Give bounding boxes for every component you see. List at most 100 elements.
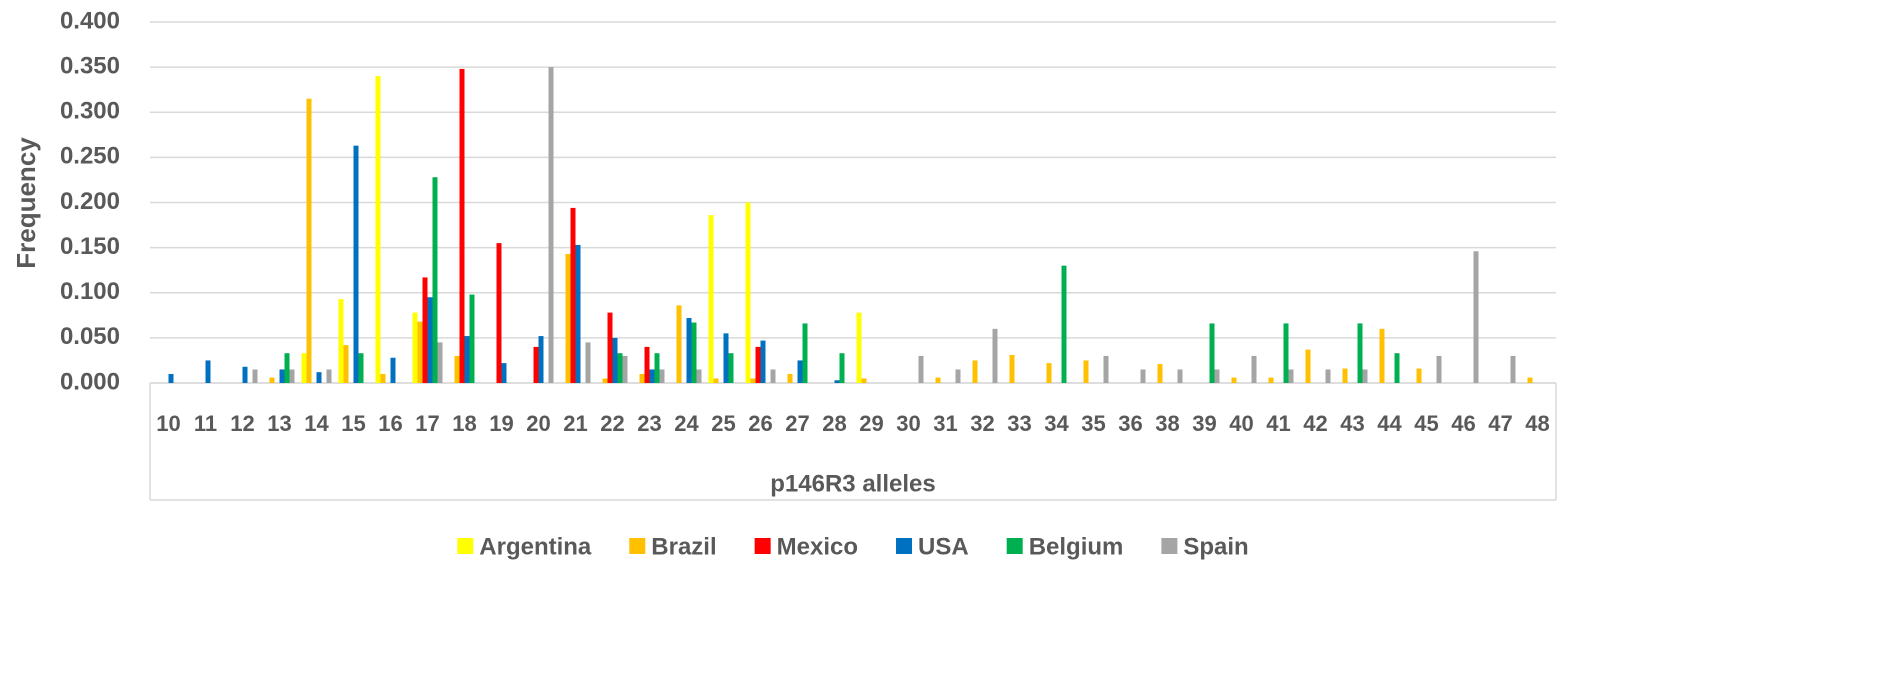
x-tick-label: 46 bbox=[1451, 411, 1475, 436]
bar bbox=[353, 145, 359, 383]
bar bbox=[469, 294, 475, 383]
x-tick-label: 13 bbox=[267, 411, 291, 436]
legend-label: Mexico bbox=[777, 533, 858, 560]
x-tick-label: 15 bbox=[341, 411, 365, 436]
legend-swatch bbox=[754, 538, 771, 554]
y-axis-title: Frequency bbox=[11, 137, 41, 269]
bar bbox=[659, 369, 665, 383]
x-axis-title: p146R3 alleles bbox=[770, 470, 935, 497]
bar bbox=[691, 322, 697, 383]
bar bbox=[723, 333, 729, 383]
legend-label: Spain bbox=[1183, 533, 1248, 560]
y-tick-label: 0.000 bbox=[60, 368, 120, 395]
legend-swatch bbox=[1161, 538, 1178, 554]
bar bbox=[856, 312, 862, 383]
bar bbox=[1379, 328, 1385, 383]
y-tick-label: 0.300 bbox=[60, 98, 120, 125]
bar bbox=[750, 378, 756, 383]
x-tick-label: 25 bbox=[711, 411, 735, 436]
y-tick-label: 0.100 bbox=[60, 278, 120, 305]
bar bbox=[454, 355, 460, 383]
bar bbox=[570, 207, 576, 383]
bar bbox=[1046, 363, 1052, 383]
bar bbox=[713, 378, 719, 383]
bar bbox=[1103, 355, 1109, 383]
y-tick-label: 0.050 bbox=[60, 323, 120, 350]
bar bbox=[654, 353, 660, 383]
bar bbox=[745, 202, 751, 383]
x-tick-label: 21 bbox=[563, 411, 587, 436]
bar bbox=[252, 369, 258, 383]
bar bbox=[289, 369, 295, 383]
bar bbox=[1231, 377, 1237, 383]
bar bbox=[1288, 369, 1294, 383]
bar bbox=[760, 340, 766, 383]
x-tick-label: 43 bbox=[1340, 411, 1364, 436]
bar bbox=[1357, 323, 1363, 383]
bar bbox=[649, 369, 655, 383]
bar bbox=[316, 372, 322, 383]
bar bbox=[972, 360, 978, 383]
bar bbox=[770, 369, 776, 383]
bar bbox=[422, 277, 428, 383]
x-tick-label: 11 bbox=[194, 411, 217, 436]
bar bbox=[839, 353, 845, 383]
bar bbox=[1510, 355, 1516, 383]
x-tick-label: 26 bbox=[748, 411, 772, 436]
x-tick-label: 28 bbox=[822, 411, 846, 436]
x-tick-label: 48 bbox=[1525, 411, 1549, 436]
bar bbox=[1083, 360, 1089, 383]
bar bbox=[797, 360, 803, 383]
bar bbox=[1473, 251, 1479, 383]
bar bbox=[168, 373, 174, 383]
bar bbox=[1061, 265, 1067, 383]
bar bbox=[1362, 369, 1368, 383]
bar bbox=[935, 377, 941, 383]
bar bbox=[417, 321, 423, 383]
x-tick-label: 17 bbox=[415, 411, 439, 436]
x-tick-label: 29 bbox=[859, 411, 883, 436]
bar bbox=[676, 305, 682, 383]
bar bbox=[1342, 368, 1348, 383]
legend-label: Argentina bbox=[479, 533, 592, 560]
bar bbox=[1140, 369, 1146, 383]
bar bbox=[548, 67, 554, 383]
bar bbox=[380, 373, 386, 383]
bar bbox=[918, 355, 924, 383]
x-tick-label: 23 bbox=[637, 411, 661, 436]
x-tick-label: 40 bbox=[1229, 411, 1253, 436]
x-tick-label: 41 bbox=[1266, 411, 1290, 436]
bar bbox=[501, 363, 507, 383]
bar bbox=[269, 377, 275, 383]
bar bbox=[205, 360, 211, 383]
y-tick-label: 0.250 bbox=[60, 143, 120, 170]
x-tick-label: 35 bbox=[1081, 411, 1105, 436]
bar bbox=[787, 373, 793, 383]
bar bbox=[390, 357, 396, 383]
x-tick-label: 20 bbox=[526, 411, 550, 436]
x-tick-label: 33 bbox=[1007, 411, 1031, 436]
bar bbox=[1157, 364, 1163, 383]
bar bbox=[326, 369, 332, 383]
x-tick-label: 34 bbox=[1044, 411, 1069, 436]
bar bbox=[565, 253, 571, 383]
bar bbox=[1436, 355, 1442, 383]
bar bbox=[1251, 355, 1257, 383]
bar bbox=[1009, 355, 1015, 383]
bar bbox=[1268, 377, 1274, 383]
bar bbox=[1527, 377, 1533, 383]
bar bbox=[802, 323, 808, 383]
y-tick-label: 0.150 bbox=[60, 233, 120, 260]
bar bbox=[1214, 369, 1220, 383]
bar bbox=[1394, 353, 1400, 383]
bar bbox=[459, 68, 465, 384]
bar bbox=[644, 346, 650, 383]
x-tick-label: 24 bbox=[674, 411, 699, 436]
x-tick-label: 36 bbox=[1118, 411, 1142, 436]
bar bbox=[639, 373, 645, 383]
bar bbox=[861, 378, 867, 383]
bar bbox=[538, 336, 544, 383]
x-tick-label: 31 bbox=[933, 411, 957, 436]
